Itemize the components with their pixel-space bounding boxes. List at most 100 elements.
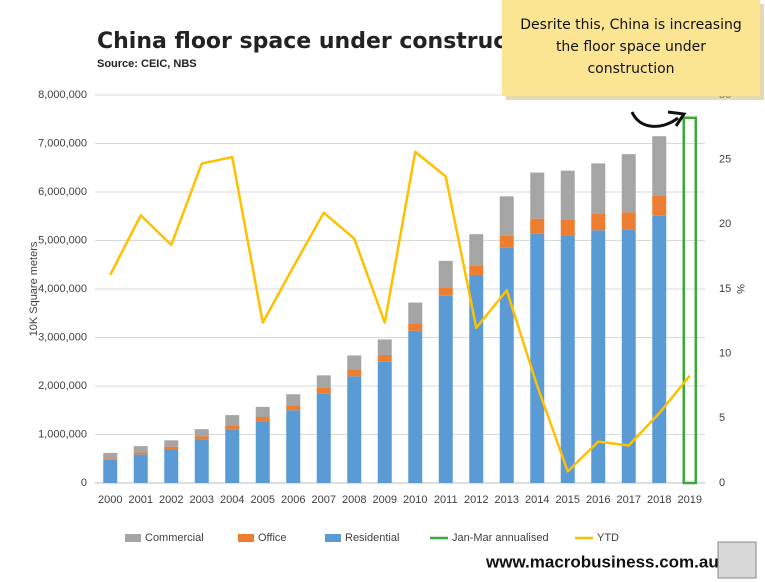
bar-segment <box>499 196 514 236</box>
bar-segment <box>316 387 331 394</box>
y2-tick-label: 15 <box>719 283 731 295</box>
y-tick-label: 8,000,000 <box>38 89 87 101</box>
legend-swatch <box>238 534 254 542</box>
x-tick-label: 2015 <box>556 494 580 506</box>
y-axis-label: 10K Square meters <box>28 241 40 336</box>
legend-label: Residential <box>345 532 399 544</box>
x-tick-label: 2018 <box>647 494 671 506</box>
bar-segment <box>621 229 636 483</box>
x-tick-label: 2017 <box>617 494 641 506</box>
bar-segment <box>194 439 209 483</box>
arrow-head <box>667 110 687 127</box>
x-tick-label: 2007 <box>312 494 336 506</box>
bar-segment <box>499 235 514 248</box>
bar-segment <box>438 288 453 296</box>
note-line: the floor space under <box>556 39 706 55</box>
bar-segment <box>316 375 331 388</box>
bar-segment <box>469 265 484 275</box>
x-tick-label: 2009 <box>373 494 397 506</box>
footer: www.macrobusiness.com.au <box>485 552 719 571</box>
x-tick-label: 2019 <box>678 494 702 506</box>
y-tick-label: 6,000,000 <box>38 186 87 198</box>
x-tick-label: 2016 <box>586 494 610 506</box>
x-tick-label: 2014 <box>525 494 549 506</box>
bar-segment <box>560 235 575 483</box>
bar-segment <box>530 172 545 219</box>
bar-segment <box>103 459 118 483</box>
x-tick-label: 2002 <box>159 494 183 506</box>
x-tick-label: 2006 <box>281 494 305 506</box>
bar-segment <box>438 260 453 289</box>
note-line: construction <box>587 61 674 77</box>
bar-segment <box>286 410 301 483</box>
x-tick-label: 2001 <box>129 494 153 506</box>
bar-segment <box>347 355 362 370</box>
chart-title: China floor space under construction <box>97 29 555 54</box>
bar-segment <box>560 170 575 220</box>
note-box <box>502 0 760 96</box>
y-tick-label: 4,000,000 <box>38 283 87 295</box>
bar-segment <box>347 376 362 483</box>
bar-segment <box>255 421 270 483</box>
y2-axis-label: % <box>734 284 746 294</box>
bar-segment <box>408 330 423 483</box>
outline-bar <box>682 116 697 485</box>
bar-segment <box>286 405 301 411</box>
x-tick-label: 2010 <box>403 494 427 506</box>
y-tick-label: 5,000,000 <box>38 234 87 246</box>
bar-segment <box>438 295 453 483</box>
bar-segment <box>560 219 575 236</box>
x-tick-label: 2003 <box>190 494 214 506</box>
bar-segment <box>591 230 606 483</box>
legend-label: YTD <box>597 532 619 544</box>
legend-label: Office <box>258 532 287 544</box>
bar-segment <box>164 449 179 483</box>
x-tick-label: 2013 <box>495 494 519 506</box>
bar-segment <box>469 234 484 266</box>
x-tick-label: 2012 <box>464 494 488 506</box>
legend-swatch <box>125 534 141 542</box>
logo <box>717 541 757 579</box>
y-tick-label: 0 <box>81 477 87 489</box>
x-tick-label: 2000 <box>98 494 122 506</box>
bar-segment <box>499 247 514 483</box>
bar-segment <box>652 215 667 483</box>
note-line: Desrite this, China is increasing <box>520 17 741 33</box>
legend-swatch <box>325 534 341 542</box>
bar-segment <box>652 136 667 196</box>
bar-segment <box>621 154 636 213</box>
bar-segment <box>194 436 209 440</box>
bar-segment <box>591 163 606 214</box>
bar-segment <box>225 425 240 430</box>
bar-segment <box>469 274 484 483</box>
y-tick-label: 3,000,000 <box>38 331 87 343</box>
bar-segment <box>133 452 148 455</box>
bar-segment <box>133 446 148 453</box>
bar-segment <box>377 354 392 362</box>
bar-segment <box>316 393 331 483</box>
bar-segment <box>225 429 240 483</box>
bar-segment <box>377 361 392 483</box>
y2-tick-label: 20 <box>719 218 731 230</box>
line <box>109 150 691 473</box>
bar-segment <box>286 394 301 406</box>
bar-segment <box>377 339 392 355</box>
y2-tick-label: 10 <box>719 348 731 360</box>
plot-area: 0 1,000,000 2,000,000 3,000,000 4,000,000 5,0… <box>38 89 731 544</box>
bar-segment <box>103 452 118 459</box>
bar-segment <box>530 218 545 234</box>
bar-segment <box>133 454 148 483</box>
arrow <box>630 111 679 128</box>
legend-label: Commercial <box>145 532 204 544</box>
x-tick-label: 2008 <box>342 494 366 506</box>
bar-segment <box>194 429 209 437</box>
bar-segment <box>621 212 636 230</box>
y2-tick-label: 5 <box>719 412 725 424</box>
x-tick-label: 2005 <box>251 494 275 506</box>
bar-segment <box>225 415 240 426</box>
bar-segment <box>408 302 423 324</box>
y-tick-label: 2,000,000 <box>38 380 87 392</box>
y2-tick-label: 25 <box>719 154 731 166</box>
bar-segment <box>255 406 270 418</box>
